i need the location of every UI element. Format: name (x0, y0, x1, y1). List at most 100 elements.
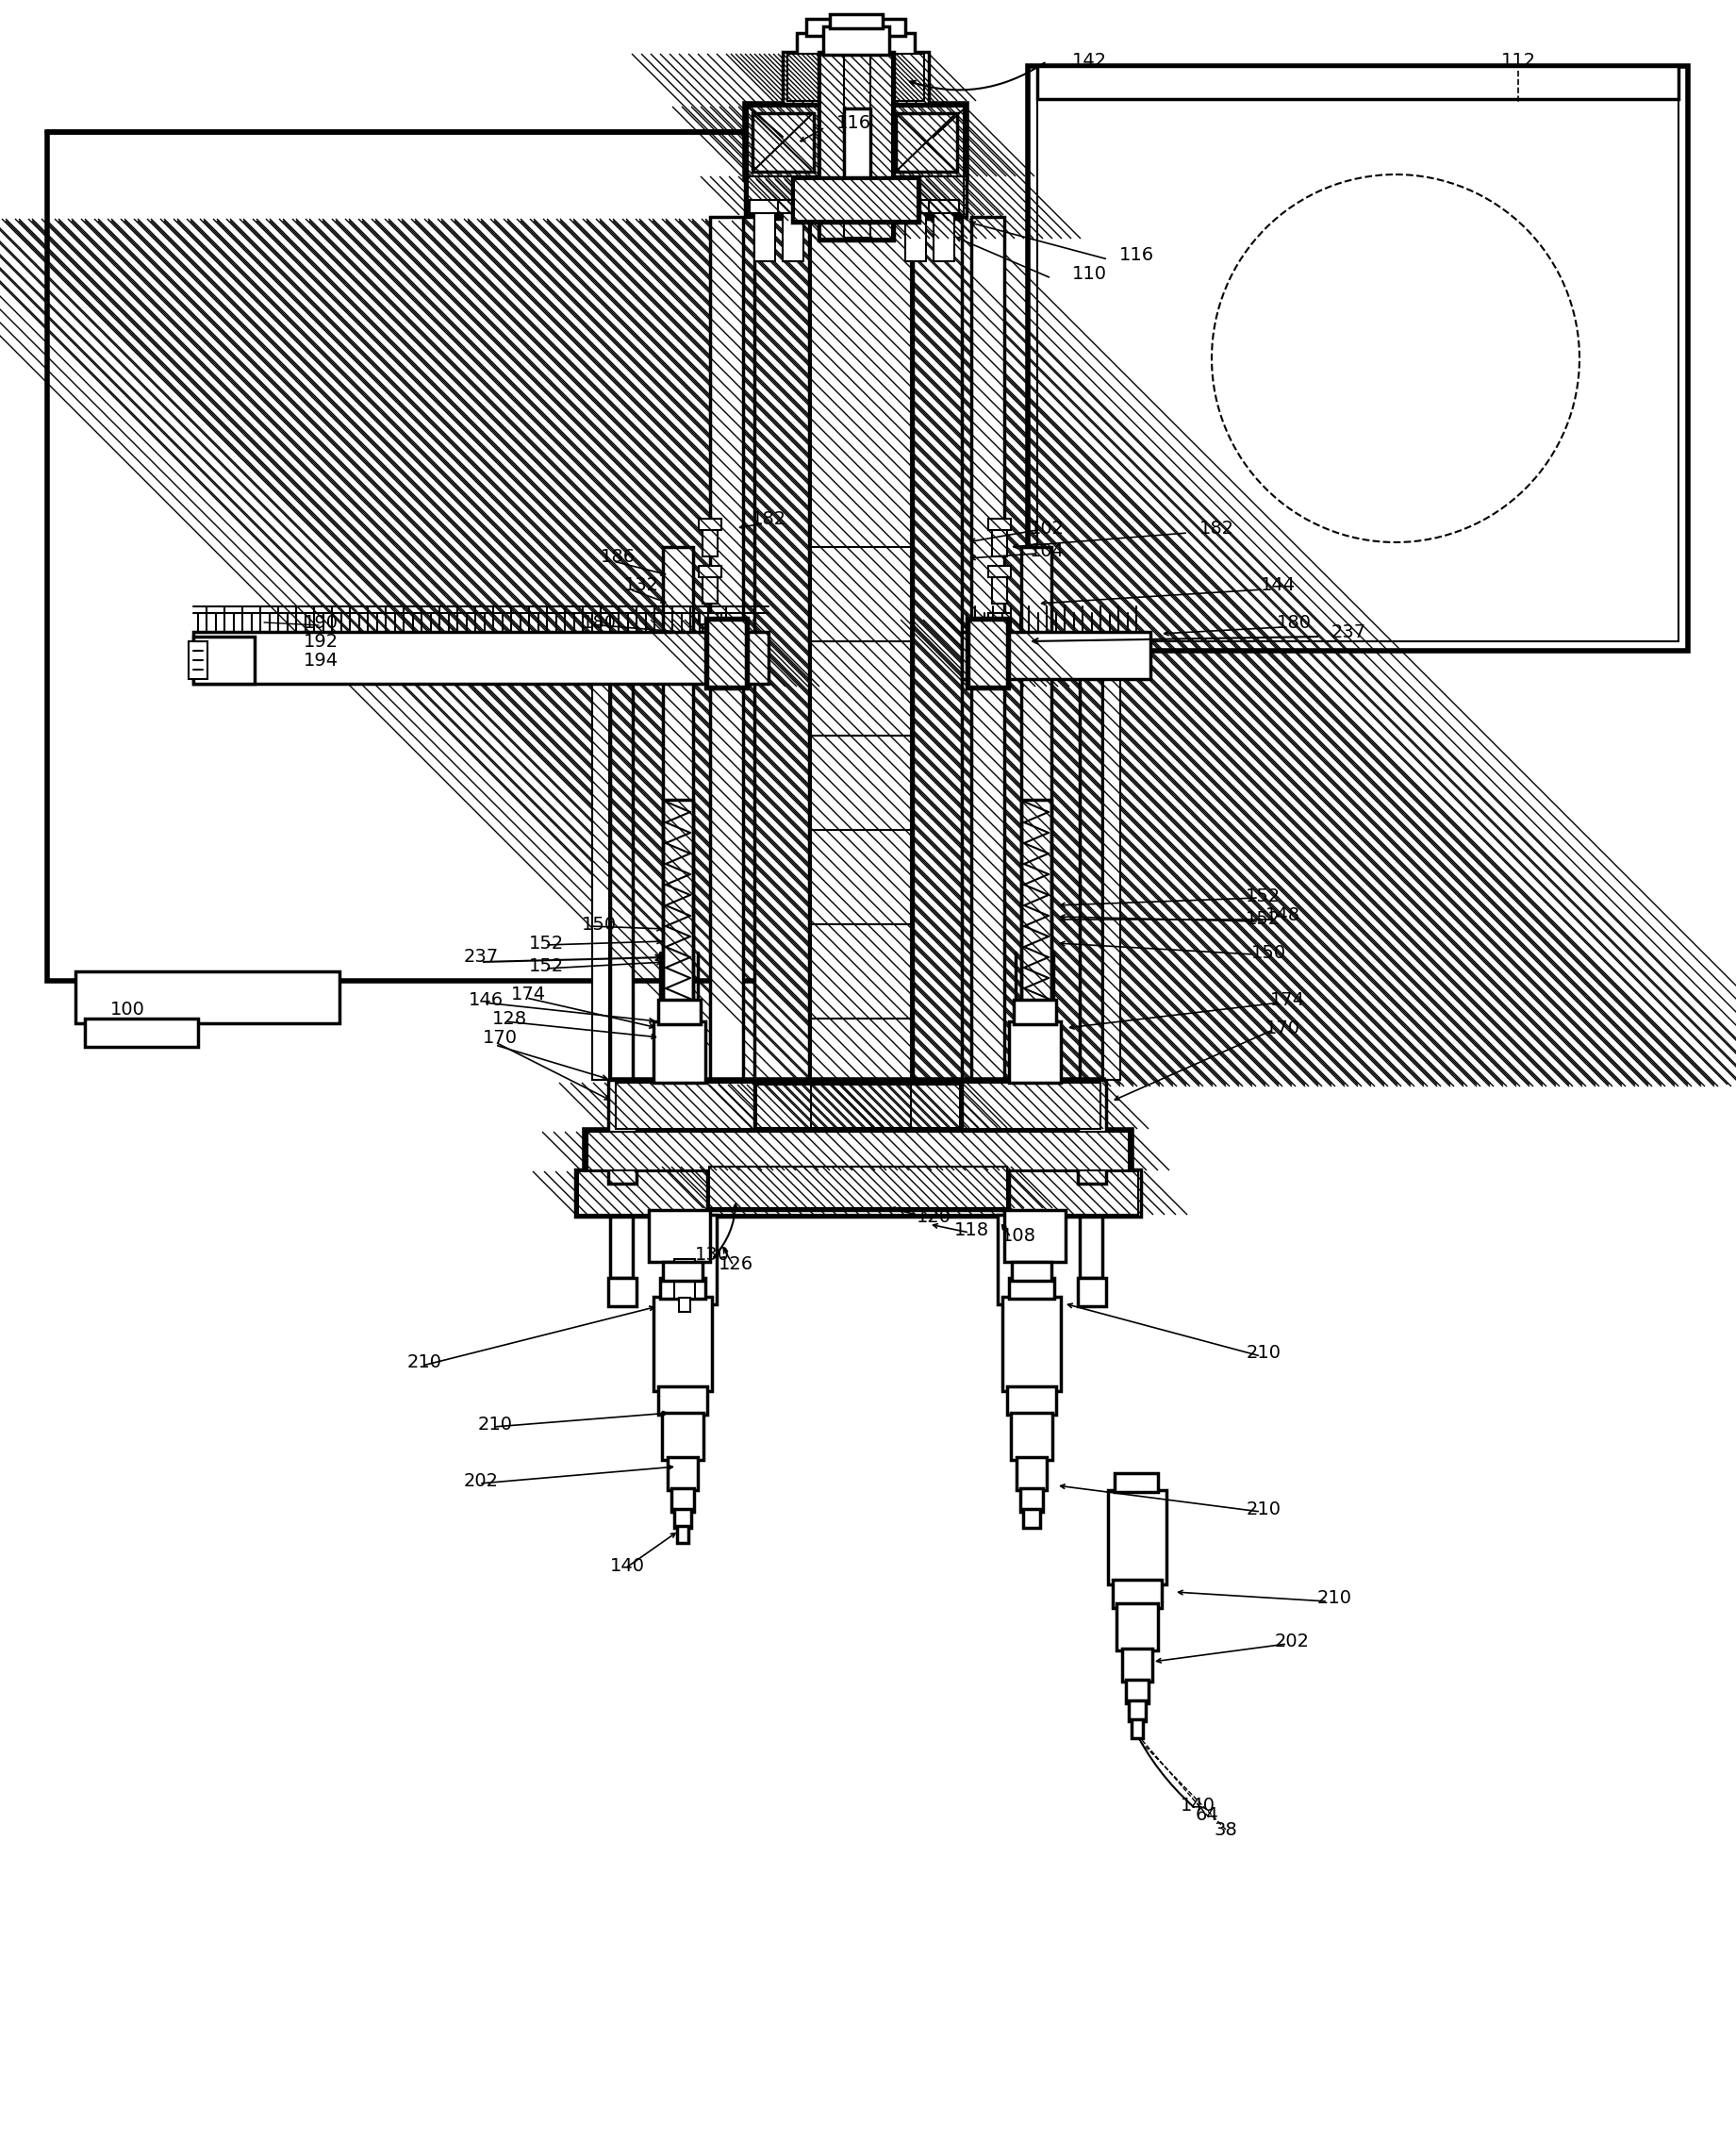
Bar (1127, 1679, 1149, 1702)
Text: 106: 106 (788, 207, 823, 226)
Bar (793, 179, 918, 220)
Bar (613, 1080, 1104, 1131)
Bar (962, 631, 1151, 679)
Bar (1078, 1080, 1106, 1183)
Text: 180: 180 (582, 614, 616, 631)
Bar (677, 1526, 689, 1543)
Bar (806, 19, 904, 37)
Bar (809, 1082, 913, 1129)
Bar (811, 1084, 911, 1127)
Bar (1021, 547, 1052, 1084)
Bar (991, 623, 1007, 651)
Text: 100: 100 (109, 1000, 144, 1017)
Bar (988, 567, 1010, 578)
Bar (1010, 1414, 1052, 1459)
Text: 146: 146 (469, 991, 503, 1009)
Bar (703, 623, 717, 651)
Bar (755, 220, 838, 1086)
Bar (877, 220, 962, 1086)
Text: 104: 104 (1029, 543, 1064, 560)
Bar (988, 519, 1010, 530)
Bar (193, 636, 255, 683)
Bar (830, 15, 882, 28)
Text: 170: 170 (1266, 1019, 1300, 1037)
Bar (663, 547, 693, 1084)
Text: 38: 38 (1213, 1821, 1238, 1838)
Bar (783, 52, 929, 103)
Text: 152: 152 (1246, 912, 1281, 929)
Text: 110: 110 (1071, 265, 1106, 282)
Bar (616, 1082, 1101, 1129)
Bar (1009, 1021, 1061, 1082)
Bar (703, 528, 717, 556)
Bar (708, 1166, 1007, 1209)
Bar (934, 209, 955, 261)
Bar (998, 1215, 1026, 1304)
Text: 202: 202 (464, 1472, 498, 1489)
Bar (1012, 1263, 1052, 1280)
Text: 192: 192 (304, 631, 339, 651)
Bar (750, 200, 779, 213)
Bar (705, 618, 748, 687)
Bar (809, 220, 913, 1086)
Text: 102: 102 (1029, 519, 1064, 537)
Bar (844, 108, 870, 183)
Bar (969, 621, 1007, 687)
Bar (896, 114, 957, 172)
Bar (1132, 1720, 1142, 1739)
Text: 182: 182 (752, 511, 786, 528)
Bar (663, 1263, 703, 1280)
Bar (698, 612, 722, 625)
Bar (1002, 1297, 1061, 1392)
Bar (745, 175, 967, 218)
Bar (189, 642, 208, 679)
Bar (783, 209, 804, 261)
Bar (1128, 1700, 1146, 1722)
Bar (710, 218, 743, 1084)
Bar (844, 54, 870, 237)
Bar (85, 1019, 198, 1047)
Bar (1104, 651, 1120, 1080)
Text: 150: 150 (1250, 944, 1286, 961)
Bar (797, 32, 915, 56)
Bar (821, 54, 892, 239)
Bar (660, 1278, 705, 1299)
Bar (707, 621, 746, 687)
Bar (674, 1259, 694, 1299)
Text: 210: 210 (406, 1353, 441, 1373)
Bar (707, 1164, 1009, 1209)
Bar (904, 209, 925, 261)
Text: 64: 64 (1196, 1806, 1219, 1825)
Bar (658, 1386, 707, 1414)
Text: 148: 148 (1266, 905, 1300, 924)
Bar (991, 528, 1007, 556)
Text: 237: 237 (1332, 623, 1366, 640)
Text: 174: 174 (1269, 991, 1305, 1009)
Bar (1017, 1457, 1047, 1489)
Bar (748, 177, 963, 216)
Bar (672, 1489, 694, 1513)
Text: 130: 130 (694, 1246, 729, 1263)
Bar (818, 52, 894, 241)
Text: 182: 182 (1200, 519, 1234, 537)
Bar (988, 612, 1010, 625)
Bar (878, 1084, 960, 1127)
Bar (193, 631, 769, 683)
Bar (1038, 75, 1679, 642)
Text: 190: 190 (304, 614, 339, 631)
Bar (745, 103, 967, 179)
Bar (778, 200, 809, 213)
Bar (689, 1215, 717, 1304)
Text: 118: 118 (953, 1222, 990, 1239)
Bar (679, 1297, 691, 1312)
Text: 170: 170 (483, 1028, 517, 1047)
Bar (991, 575, 1007, 603)
Text: 140: 140 (609, 1556, 644, 1575)
Bar (755, 1082, 838, 1129)
Text: 210: 210 (1246, 1345, 1281, 1362)
Text: 186: 186 (601, 547, 635, 565)
Bar (653, 1297, 712, 1392)
Bar (578, 1172, 1139, 1215)
Bar (75, 972, 340, 1024)
Bar (811, 220, 911, 1084)
